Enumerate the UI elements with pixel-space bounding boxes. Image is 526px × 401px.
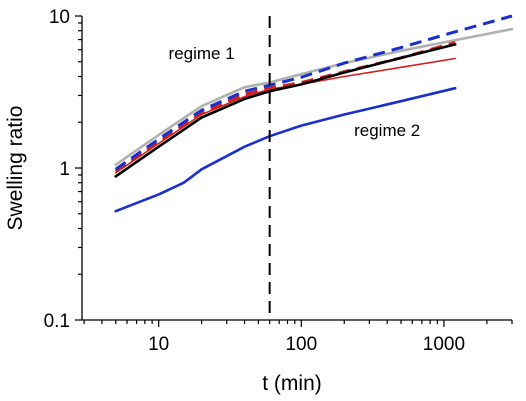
series-line-4 [114,43,457,178]
y-tick-label: 1 [59,159,70,180]
y-axis-title: Swelling ratio [4,106,27,231]
series-line-1 [114,27,514,167]
annotation-label-1: regime 1 [169,44,235,63]
series-line-6 [114,86,457,213]
axes-layer: 10 100 1000 0.1 1 10 regime 1 regime 2 [44,7,513,355]
x-tick-label: 1000 [423,334,465,355]
x-tick-label: 10 [148,334,169,355]
x-tick-label: 100 [285,334,317,355]
series-line-2 [114,57,456,174]
y-tick-label: 0.1 [44,311,70,332]
x-axis-title: t (min) [262,372,322,395]
annotation-label-2: regime 2 [354,121,420,140]
series-line-3 [114,40,456,173]
y-tick-label: 10 [49,7,70,28]
series-line-5 [114,14,513,171]
series-layer [114,14,514,320]
